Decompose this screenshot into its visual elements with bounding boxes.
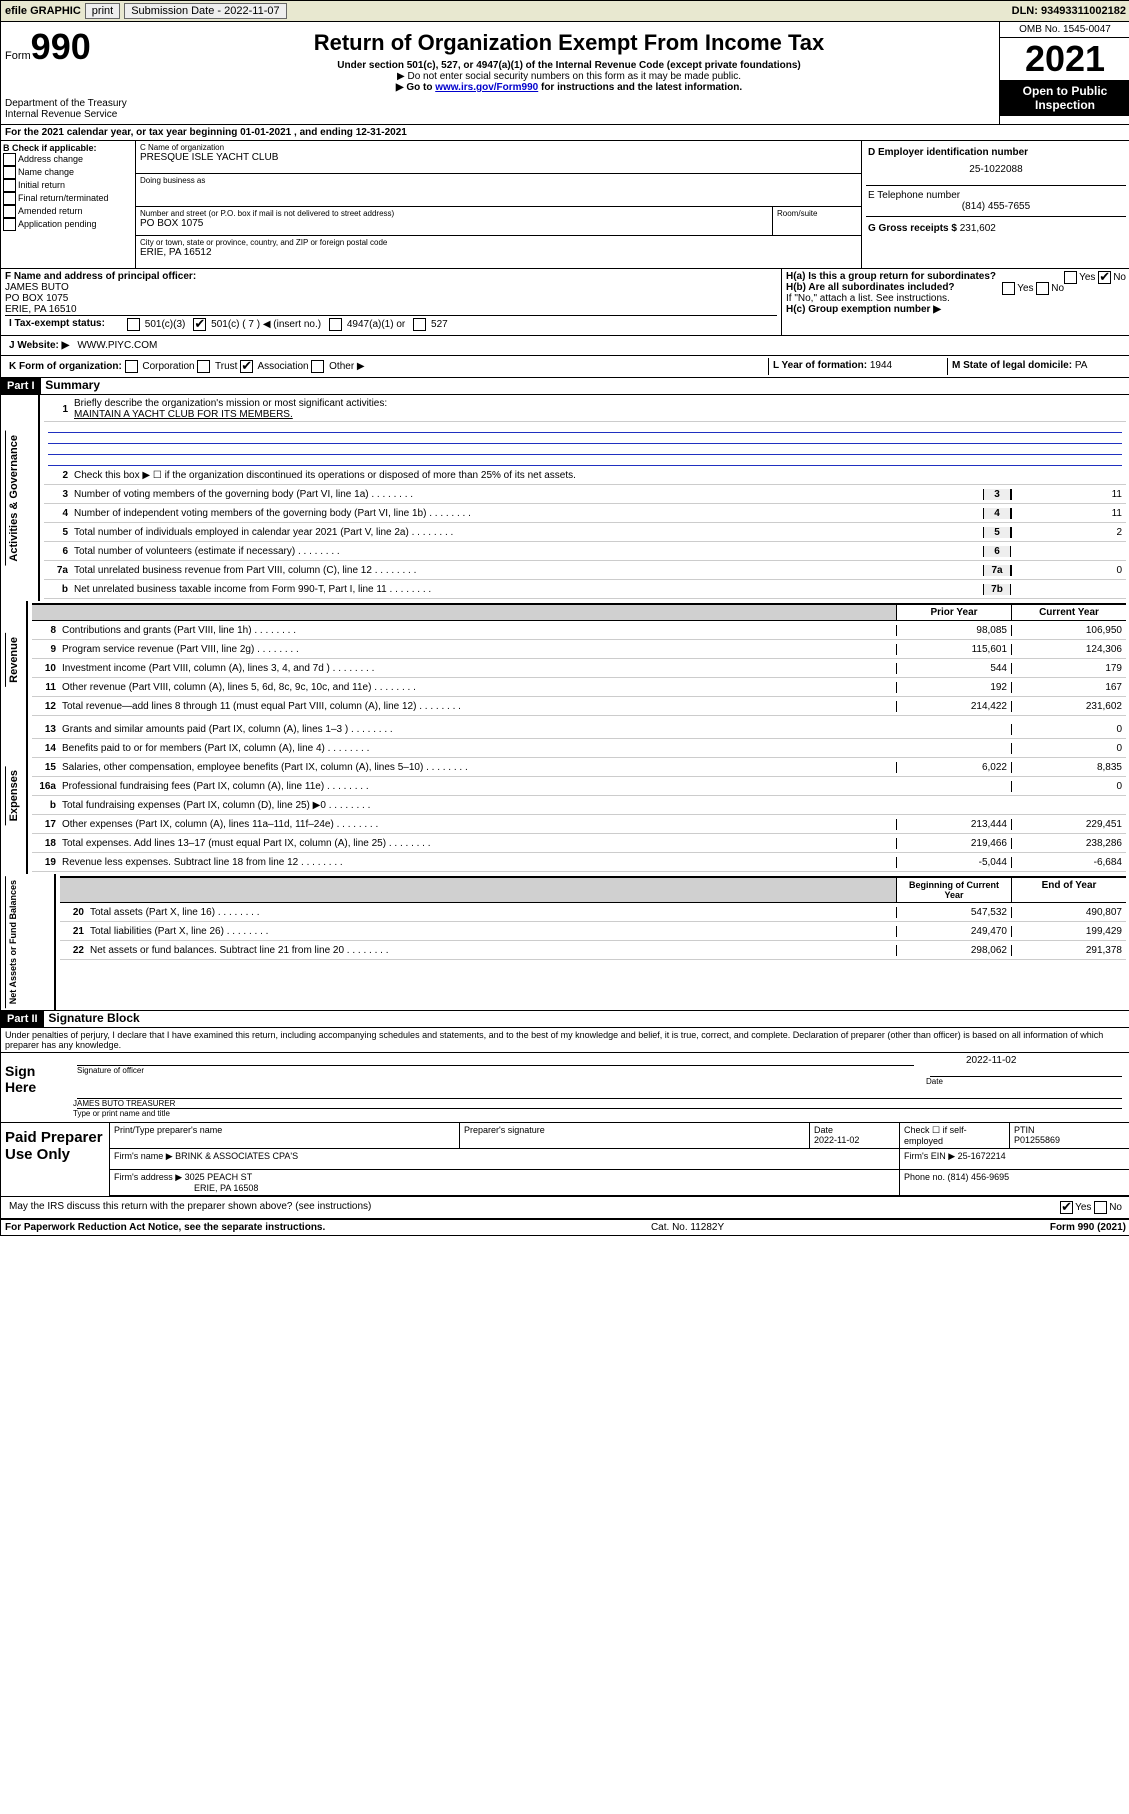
efile-label: efile GRAPHIC [5,5,81,17]
check-amended[interactable]: Amended return [3,205,133,218]
form-header: Form990 Department of the Treasury Inter… [1,22,1129,125]
line-i-label: I Tax-exempt status: [5,316,123,333]
table-row: 19Revenue less expenses. Subtract line 1… [32,853,1126,872]
omb-number: OMB No. 1545-0047 [1000,22,1129,38]
check-initial[interactable]: Initial return [3,179,133,192]
gross-receipts: 231,602 [960,223,996,234]
table-row: 12Total revenue—add lines 8 through 11 (… [32,697,1126,716]
table-row: 21Total liabilities (Part X, line 26)249… [60,922,1126,941]
part1-header: Part I [1,378,41,394]
table-row: bNet unrelated business taxable income f… [44,580,1126,599]
sidebar-revenue: Revenue [5,633,22,687]
firm-name: BRINK & ASSOCIATES CPA'S [175,1151,298,1161]
dln: DLN: 93493311002182 [1012,5,1126,17]
tax-year: 2021 [1000,38,1129,80]
line-a: For the 2021 calendar year, or tax year … [1,125,1129,141]
check-501c[interactable] [193,318,206,331]
footer-left: For Paperwork Reduction Act Notice, see … [5,1222,325,1233]
phone-value: (814) 455-7655 [868,201,1124,212]
submission-button[interactable]: Submission Date - 2022-11-07 [124,3,286,19]
check-address[interactable]: Address change [3,153,133,166]
form-label: Form [5,50,31,62]
table-row: 3Number of voting members of the governi… [44,485,1126,504]
ein-value: 25-1022088 [868,158,1124,181]
check-pending[interactable]: Application pending [3,218,133,231]
table-row: 8Contributions and grants (Part VIII, li… [32,621,1126,640]
table-row: 6Total number of volunteers (estimate if… [44,542,1126,561]
irs-label: Internal Revenue Service [5,109,135,120]
prep-date: 2022-11-02 [814,1135,859,1145]
org-name-cell: C Name of organization PRESQUE ISLE YACH… [136,141,862,174]
sign-here-label: Sign Here [1,1053,69,1122]
table-row: 7aTotal unrelated business revenue from … [44,561,1126,580]
table-row: 10Investment income (Part VIII, column (… [32,659,1126,678]
table-row: 22Net assets or fund balances. Subtract … [60,941,1126,960]
part1-title: Summary [43,376,102,394]
dept-label: Department of the Treasury [5,98,135,109]
table-row: 9Program service revenue (Part VIII, lin… [32,640,1126,659]
ptin-value: P01255869 [1014,1135,1060,1145]
paid-preparer-label: Paid Preparer Use Only [1,1123,109,1196]
print-button[interactable]: print [85,3,120,19]
irs-link[interactable]: www.irs.gov/Form990 [435,82,538,93]
check-final[interactable]: Final return/terminated [3,192,133,205]
sidebar-expenses: Expenses [5,766,22,825]
prep-phone: (814) 456-9695 [948,1172,1010,1182]
topbar: efile GRAPHIC print Submission Date - 20… [1,1,1129,22]
open-public-badge: Open to Public Inspection [1000,80,1129,116]
dba-cell: Doing business as [136,174,862,207]
website-value: WWW.PIYC.COM [73,338,161,353]
table-row: 11Other revenue (Part VIII, column (A), … [32,678,1126,697]
table-row: 15Salaries, other compensation, employee… [32,758,1126,777]
org-address: PO BOX 1075 [140,218,768,229]
mission-text: MAINTAIN A YACHT CLUB FOR ITS MEMBERS. [74,409,293,420]
form-title: Return of Organization Exempt From Incom… [143,30,995,56]
check-group-no[interactable] [1098,271,1111,284]
check-name[interactable]: Name change [3,166,133,179]
org-name: PRESQUE ISLE YACHT CLUB [140,152,857,163]
table-row: 14Benefits paid to or for members (Part … [32,739,1126,758]
penalty-text: Under penalties of perjury, I declare th… [1,1028,1129,1053]
firm-ein: 25-1672214 [958,1151,1006,1161]
table-row: bTotal fundraising expenses (Part IX, co… [32,796,1126,815]
table-row: 18Total expenses. Add lines 13–17 (must … [32,834,1126,853]
form-note1: ▶ Do not enter social security numbers o… [143,71,995,82]
sign-date: 2022-11-02 [926,1055,1126,1066]
footer-form: Form 990 (2021) [1050,1222,1126,1233]
part2-title: Signature Block [46,1009,141,1027]
signer-name: JAMES BUTO TREASURER [73,1099,1126,1108]
footer-cat: Cat. No. 11282Y [325,1222,1050,1233]
discuss-question: May the IRS discuss this return with the… [5,1199,1056,1216]
sidebar-governance: Activities & Governance [5,431,34,566]
table-row: 4Number of independent voting members of… [44,504,1126,523]
discuss-yes[interactable] [1060,1201,1073,1214]
table-row: 17Other expenses (Part IX, column (A), l… [32,815,1126,834]
sidebar-net-assets: Net Assets or Fund Balances [5,876,50,1008]
form-note2: ▶ Go to www.irs.gov/Form990 for instruct… [143,82,995,93]
table-row: 13Grants and similar amounts paid (Part … [32,720,1126,739]
part2-header: Part II [1,1011,44,1027]
officer-name: JAMES BUTO [5,282,777,293]
form-number: 990 [31,26,91,67]
table-row: 20Total assets (Part X, line 16)547,5324… [60,903,1126,922]
form-subtitle: Under section 501(c), 527, or 4947(a)(1)… [143,60,995,71]
table-row: 16aProfessional fundraising fees (Part I… [32,777,1126,796]
table-row: 5Total number of individuals employed in… [44,523,1126,542]
col-b-checkboxes: B Check if applicable: Address change Na… [1,141,136,268]
line-j-label: J Website: ▶ [5,338,73,353]
org-city: ERIE, PA 16512 [140,247,857,258]
check-association[interactable] [240,360,253,373]
